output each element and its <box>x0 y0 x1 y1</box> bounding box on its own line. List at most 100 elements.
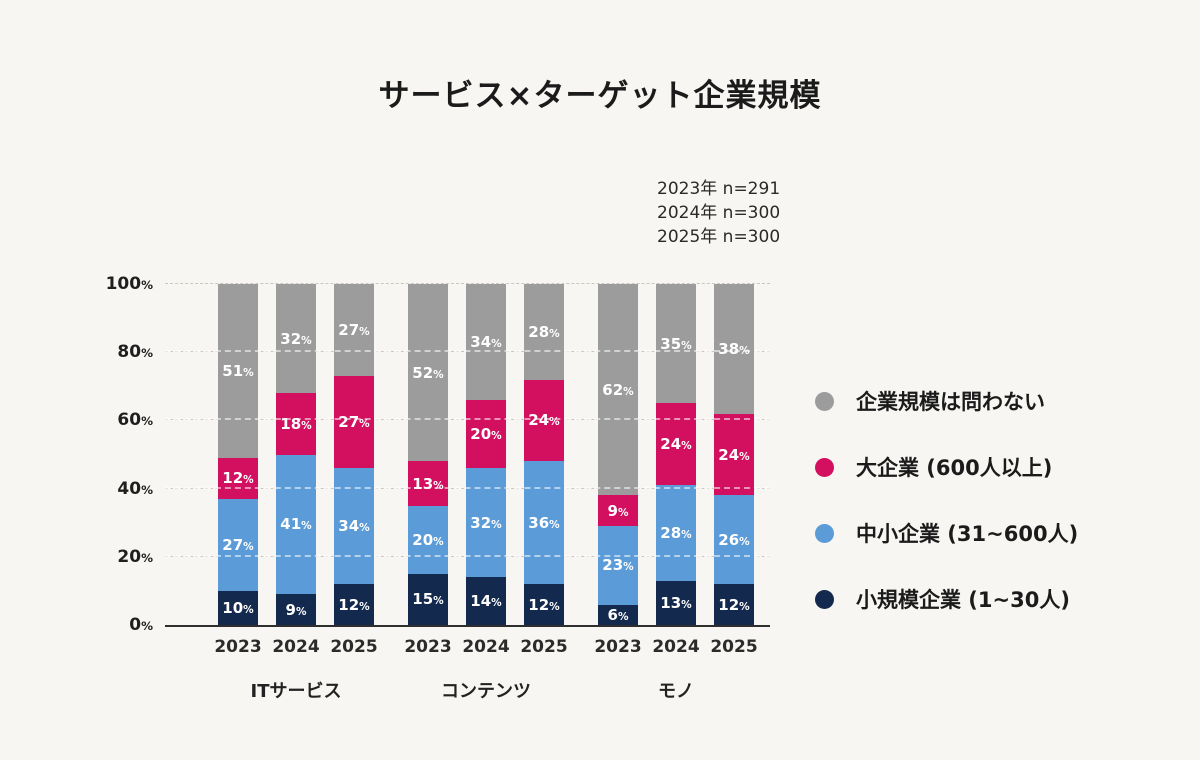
bar-モノ-2025: 12% 26% 24% 38% <box>714 284 754 625</box>
bar-segment: 12% <box>714 584 754 625</box>
bar-segment: 18% <box>276 393 316 455</box>
x-year-label: 2024 <box>652 637 700 657</box>
segment-label: 13% <box>412 474 444 493</box>
bar-コンテンツ-2023: 15% 20% 13% 52% <box>408 284 448 625</box>
segment-label: 36% <box>528 513 560 532</box>
bar-segment: 34% <box>334 468 374 585</box>
note-line-2025: 2025年 n=300 <box>657 227 781 247</box>
bar-コンテンツ-2024: 14% 32% 20% 34% <box>466 284 506 625</box>
bar-segment: 9% <box>276 594 316 625</box>
x-year-label: 2024 <box>272 637 320 657</box>
bar-コンテンツ-2025: 12% 36% 24% 28% <box>524 284 564 625</box>
group-label: ITサービス <box>250 681 342 702</box>
segment-label: 13% <box>660 593 692 612</box>
note-line-2024: 2024年 n=300 <box>657 203 781 223</box>
segment-label: 12% <box>718 595 750 614</box>
bar-segment: 27% <box>218 498 258 591</box>
legend-label: 小規模企業 (1~30人) <box>856 588 1070 612</box>
x-year-label: 2024 <box>462 637 510 657</box>
legend-label: 企業規模は問わない <box>856 390 1045 414</box>
x-year-label: 2025 <box>330 637 378 657</box>
legend-item-small: 小規模企業 (1~30人) <box>815 584 1078 614</box>
segment-label: 23% <box>602 556 634 575</box>
x-year-label: 2023 <box>404 637 452 657</box>
bar-ITサービス-2024: 9% 41% 18% 32% <box>276 284 316 625</box>
segment-label: 24% <box>528 411 560 430</box>
x-year-label: 2023 <box>214 637 262 657</box>
bar-segment: 15% <box>408 573 448 625</box>
x-year-label: 2025 <box>710 637 758 657</box>
segment-label: 41% <box>280 515 312 534</box>
segment-label: 51% <box>222 361 254 380</box>
bar-segment: 20% <box>408 505 448 574</box>
chart: 0% 20% 40% 60% 80% 100% 10% 27% 12% 51% 2023 9% 41% 1… <box>106 274 770 702</box>
bar-segment: 36% <box>524 461 564 585</box>
segment-label: 20% <box>412 530 444 549</box>
y-tick-label: 60% <box>117 410 153 431</box>
bar-segment: 13% <box>656 580 696 625</box>
bar-segment: 26% <box>714 495 754 585</box>
segment-label: 35% <box>660 334 692 353</box>
segment-label: 34% <box>470 333 502 351</box>
bar-segment: 9% <box>598 495 638 527</box>
bar-segment: 35% <box>656 284 696 404</box>
segment-label: 32% <box>280 329 312 348</box>
bar-segment: 28% <box>656 485 696 581</box>
legend-marker-small <box>815 589 834 609</box>
segment-label: 14% <box>470 592 502 611</box>
bar-segment: 27% <box>334 284 374 377</box>
bar-segment: 32% <box>466 468 506 578</box>
bar-segment: 27% <box>334 376 374 469</box>
legend-label: 中小企業 (31~600人) <box>856 522 1079 546</box>
legend-label: 大企業 (600人以上) <box>856 456 1053 480</box>
bar-segment: 32% <box>276 284 316 394</box>
segment-label: 27% <box>338 413 370 432</box>
bar-segment: 6% <box>598 604 638 625</box>
y-tick-label: 80% <box>117 342 153 363</box>
bar-segment: 12% <box>524 584 564 625</box>
plot-area: 0% 20% 40% 60% 80% 100% 10% 27% 12% 51% 2023 9% 41% 1… <box>106 274 770 702</box>
bar-segment: 12% <box>334 584 374 625</box>
y-tick-label: 0% <box>129 615 153 635</box>
y-tick-label: 40% <box>117 478 153 499</box>
x-year-label: 2023 <box>594 637 642 657</box>
segment-label: 62% <box>602 380 634 399</box>
group-label: コンテンツ <box>441 681 531 702</box>
bar-segment: 13% <box>408 461 448 506</box>
segment-label: 27% <box>338 321 370 340</box>
bar-segment: 28% <box>524 284 564 380</box>
bar-segment: 34% <box>466 284 506 400</box>
segment-label: 9% <box>285 600 307 619</box>
segment-label: 10% <box>222 598 254 617</box>
segment-label: 28% <box>528 322 560 341</box>
bar-segment: 10% <box>218 590 258 625</box>
legend-item-medium: 中小企業 (31~600人) <box>815 518 1078 548</box>
bar-segment: 12% <box>218 457 258 499</box>
segment-label: 24% <box>660 435 692 454</box>
bar-segment: 24% <box>714 413 754 496</box>
bar-segment: 14% <box>466 577 506 625</box>
bar-segment: 62% <box>598 284 638 496</box>
segment-label: 20% <box>470 425 502 444</box>
segment-label: 28% <box>660 523 692 542</box>
segment-label: 26% <box>718 530 750 549</box>
bar-segment: 51% <box>218 284 258 458</box>
legend-item-large: 大企業 (600人以上) <box>815 452 1078 482</box>
bar-segment: 20% <box>466 399 506 469</box>
legend-item-any-size: 企業規模は問わない <box>815 386 1078 416</box>
segment-label: 12% <box>528 595 560 614</box>
x-year-label: 2025 <box>520 637 568 657</box>
segment-label: 15% <box>412 590 444 609</box>
legend-marker-medium <box>815 523 834 543</box>
segment-label: 34% <box>338 517 370 536</box>
bar-segment: 23% <box>598 526 638 605</box>
note-line-2023: 2023年 n=291 <box>657 179 781 199</box>
segment-label: 27% <box>222 535 254 554</box>
bar-ITサービス-2023: 10% 27% 12% 51% <box>218 284 258 625</box>
bar-モノ-2023: 6% 23% 9% 62% <box>598 284 638 625</box>
segment-label: 12% <box>222 469 254 488</box>
segment-label: 6% <box>607 605 629 624</box>
segment-label: 24% <box>718 445 750 464</box>
bar-ITサービス-2025: 12% 34% 27% 27% <box>334 284 374 625</box>
group-label: モノ <box>658 681 694 702</box>
